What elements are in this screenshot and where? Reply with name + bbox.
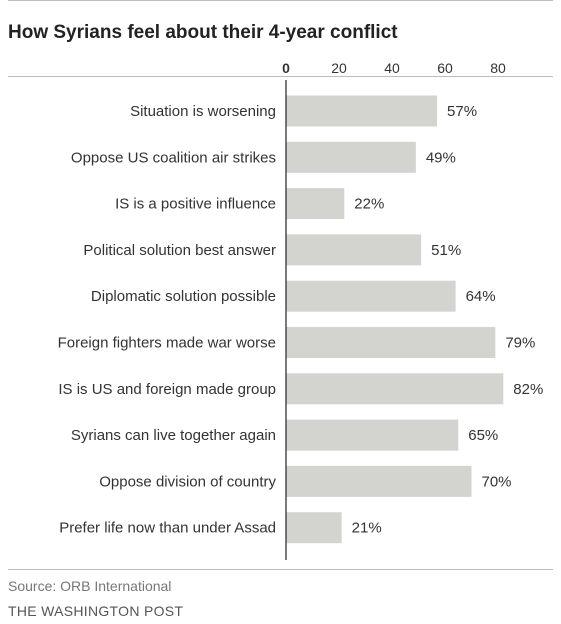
header-rule	[8, 76, 553, 77]
category-label: Political solution best answer	[83, 242, 276, 259]
category-label: Oppose division of country	[99, 473, 276, 490]
value-label: 65%	[468, 427, 498, 444]
bar	[286, 373, 504, 405]
category-label: Syrians can live together again	[71, 427, 276, 444]
category-label: IS is US and foreign made group	[58, 381, 276, 398]
bar	[286, 327, 496, 358]
bar	[286, 95, 438, 127]
bar	[286, 234, 422, 266]
x-tick-label: 40	[384, 60, 400, 76]
bar	[286, 512, 342, 544]
footer-rule	[8, 569, 553, 570]
bar	[286, 280, 456, 312]
value-label: 82%	[513, 381, 543, 398]
value-label: 21%	[352, 520, 382, 537]
value-label: 22%	[354, 196, 384, 213]
value-label: 51%	[431, 242, 461, 259]
x-tick-label: 20	[331, 60, 347, 76]
value-label: 79%	[505, 335, 535, 352]
bar	[286, 465, 472, 497]
x-tick-label: 60	[437, 60, 453, 76]
category-label: Oppose US coalition air strikes	[71, 149, 276, 166]
top-rule	[8, 0, 553, 1]
chart-title: How Syrians feel about their 4-year conf…	[8, 22, 398, 43]
category-label: Diplomatic solution possible	[91, 288, 276, 305]
value-label: 70%	[482, 473, 512, 490]
category-label: Prefer life now than under Assad	[59, 520, 276, 537]
value-label: 49%	[426, 149, 456, 166]
value-label: 64%	[466, 288, 496, 305]
bar	[286, 141, 416, 173]
x-tick-label: 0	[282, 60, 290, 76]
publisher-credit: THE WASHINGTON POST	[8, 603, 184, 619]
bar	[286, 419, 459, 451]
bar	[286, 188, 345, 220]
source-note: Source: ORB International	[8, 578, 172, 594]
x-tick-label: 80	[490, 60, 506, 76]
category-label: IS is a positive influence	[115, 196, 276, 213]
value-label: 57%	[447, 103, 477, 120]
category-label: Situation is worsening	[130, 103, 276, 120]
category-label: Foreign fighters made war worse	[58, 335, 276, 352]
